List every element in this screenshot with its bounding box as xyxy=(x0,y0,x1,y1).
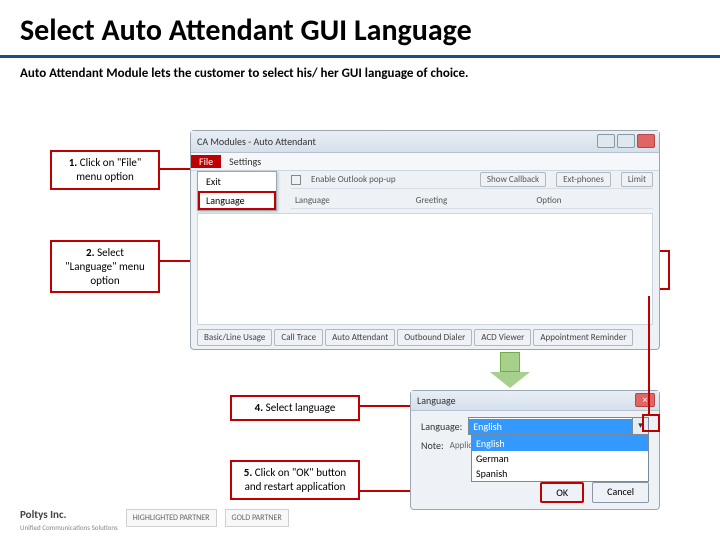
lang-option-german[interactable]: German xyxy=(472,451,648,466)
callout-step2: 2. Select "Language" menu option xyxy=(50,240,160,293)
cancel-button[interactable]: Cancel xyxy=(592,482,649,503)
lang-options-list: English German Spanish xyxy=(471,435,649,482)
slide-subtitle: Auto Attendant Module lets the customer … xyxy=(0,58,720,85)
footer-logos: Poltys Inc. Unified Communications Solut… xyxy=(20,504,289,532)
col-option: Option xyxy=(532,193,653,209)
note-label: Note: xyxy=(421,439,444,452)
callout-step1: 1. Click on "File" menu option xyxy=(50,150,160,190)
lang-option-english[interactable]: English xyxy=(472,436,648,451)
connector-step4 xyxy=(360,405,410,407)
col-greeting: Greeting xyxy=(412,193,533,209)
tab-reminder[interactable]: Appointment Reminder xyxy=(533,329,633,346)
main-body xyxy=(197,213,653,325)
callout-step5-num: 5. xyxy=(244,466,253,479)
tab-outbound[interactable]: Outbound Dialer xyxy=(397,329,472,346)
main-window-title: CA Modules - Auto Attendant xyxy=(197,135,316,148)
lang-select[interactable]: English ▾ xyxy=(468,417,649,435)
main-window-titlebar: CA Modules - Auto Attendant xyxy=(191,131,659,153)
tab-basic[interactable]: Basic/Line Usage xyxy=(197,329,272,346)
maximize-button[interactable] xyxy=(617,134,635,148)
ok-button[interactable]: OK xyxy=(540,482,584,503)
callout-step5-text: Click on "OK" button and restart applica… xyxy=(245,466,347,493)
limit-button[interactable]: Limit xyxy=(621,172,653,187)
brand-logo: Poltys Inc. xyxy=(20,508,67,521)
callout-step1-num: 1. xyxy=(69,156,78,169)
menubar: File Settings xyxy=(191,153,659,171)
lang-option-spanish[interactable]: Spanish xyxy=(472,466,648,481)
slide-title: Select Auto Attendant GUI Language xyxy=(0,0,720,58)
enable-popup-label: Enable Outlook pop-up xyxy=(311,174,396,185)
col-language: Language xyxy=(291,193,412,209)
tab-autoattendant[interactable]: Auto Attendant xyxy=(325,329,395,346)
file-menu-exit[interactable]: Exit xyxy=(198,172,276,191)
lang-label: Language: xyxy=(421,420,462,433)
file-menu-language[interactable]: Language xyxy=(198,191,276,210)
tab-acd[interactable]: ACD Viewer xyxy=(474,329,531,346)
extphones-button[interactable]: Ext-phones xyxy=(556,172,611,187)
menu-file[interactable]: File xyxy=(191,155,221,168)
file-dropdown: Exit Language xyxy=(197,171,277,211)
arrow-down-icon xyxy=(490,352,530,388)
callout-step5: 5. Click on "OK" button and restart appl… xyxy=(230,460,360,500)
callout-step1-text: Click on "File" menu option xyxy=(76,156,141,183)
lang-dialog-title: Language xyxy=(417,394,456,407)
callout-step4: 4. Select language xyxy=(230,395,360,421)
menu-settings[interactable]: Settings xyxy=(221,155,269,168)
language-dialog: Language × Language: English ▾ Note: App… xyxy=(410,390,660,510)
bottom-tabs: Basic/Line Usage Call Trace Auto Attenda… xyxy=(197,327,653,347)
main-window: CA Modules - Auto Attendant File Setting… xyxy=(190,130,660,350)
badge-highlighted: HIGHLIGHTED PARTNER xyxy=(126,509,217,527)
callout-step2-num: 2. xyxy=(86,246,95,259)
lang-dialog-titlebar: Language × xyxy=(411,391,659,411)
connector-step3 xyxy=(648,296,650,414)
callout-step2-text: Select "Language" menu option xyxy=(65,246,145,287)
dropdown-button-icon[interactable]: ▾ xyxy=(632,418,648,434)
column-headers: Language Greeting Option xyxy=(291,193,653,209)
minimize-button[interactable] xyxy=(597,134,615,148)
badge-gold: GOLD PARTNER xyxy=(225,509,289,527)
callout-step4-num: 4. xyxy=(255,401,264,414)
toolbar: Enable Outlook pop-up Show Callback Ext-… xyxy=(291,173,653,189)
enable-popup-checkbox[interactable] xyxy=(291,175,301,185)
lang-selected-value: English xyxy=(469,419,632,434)
lang-close-button[interactable]: × xyxy=(635,393,655,407)
tab-calltrace[interactable]: Call Trace xyxy=(274,329,323,346)
brand-tagline: Unified Communications Solutions xyxy=(20,523,118,532)
close-button[interactable] xyxy=(637,134,655,148)
show-callback-button[interactable]: Show Callback xyxy=(480,172,546,187)
callout-step4-text: Select language xyxy=(266,401,336,414)
